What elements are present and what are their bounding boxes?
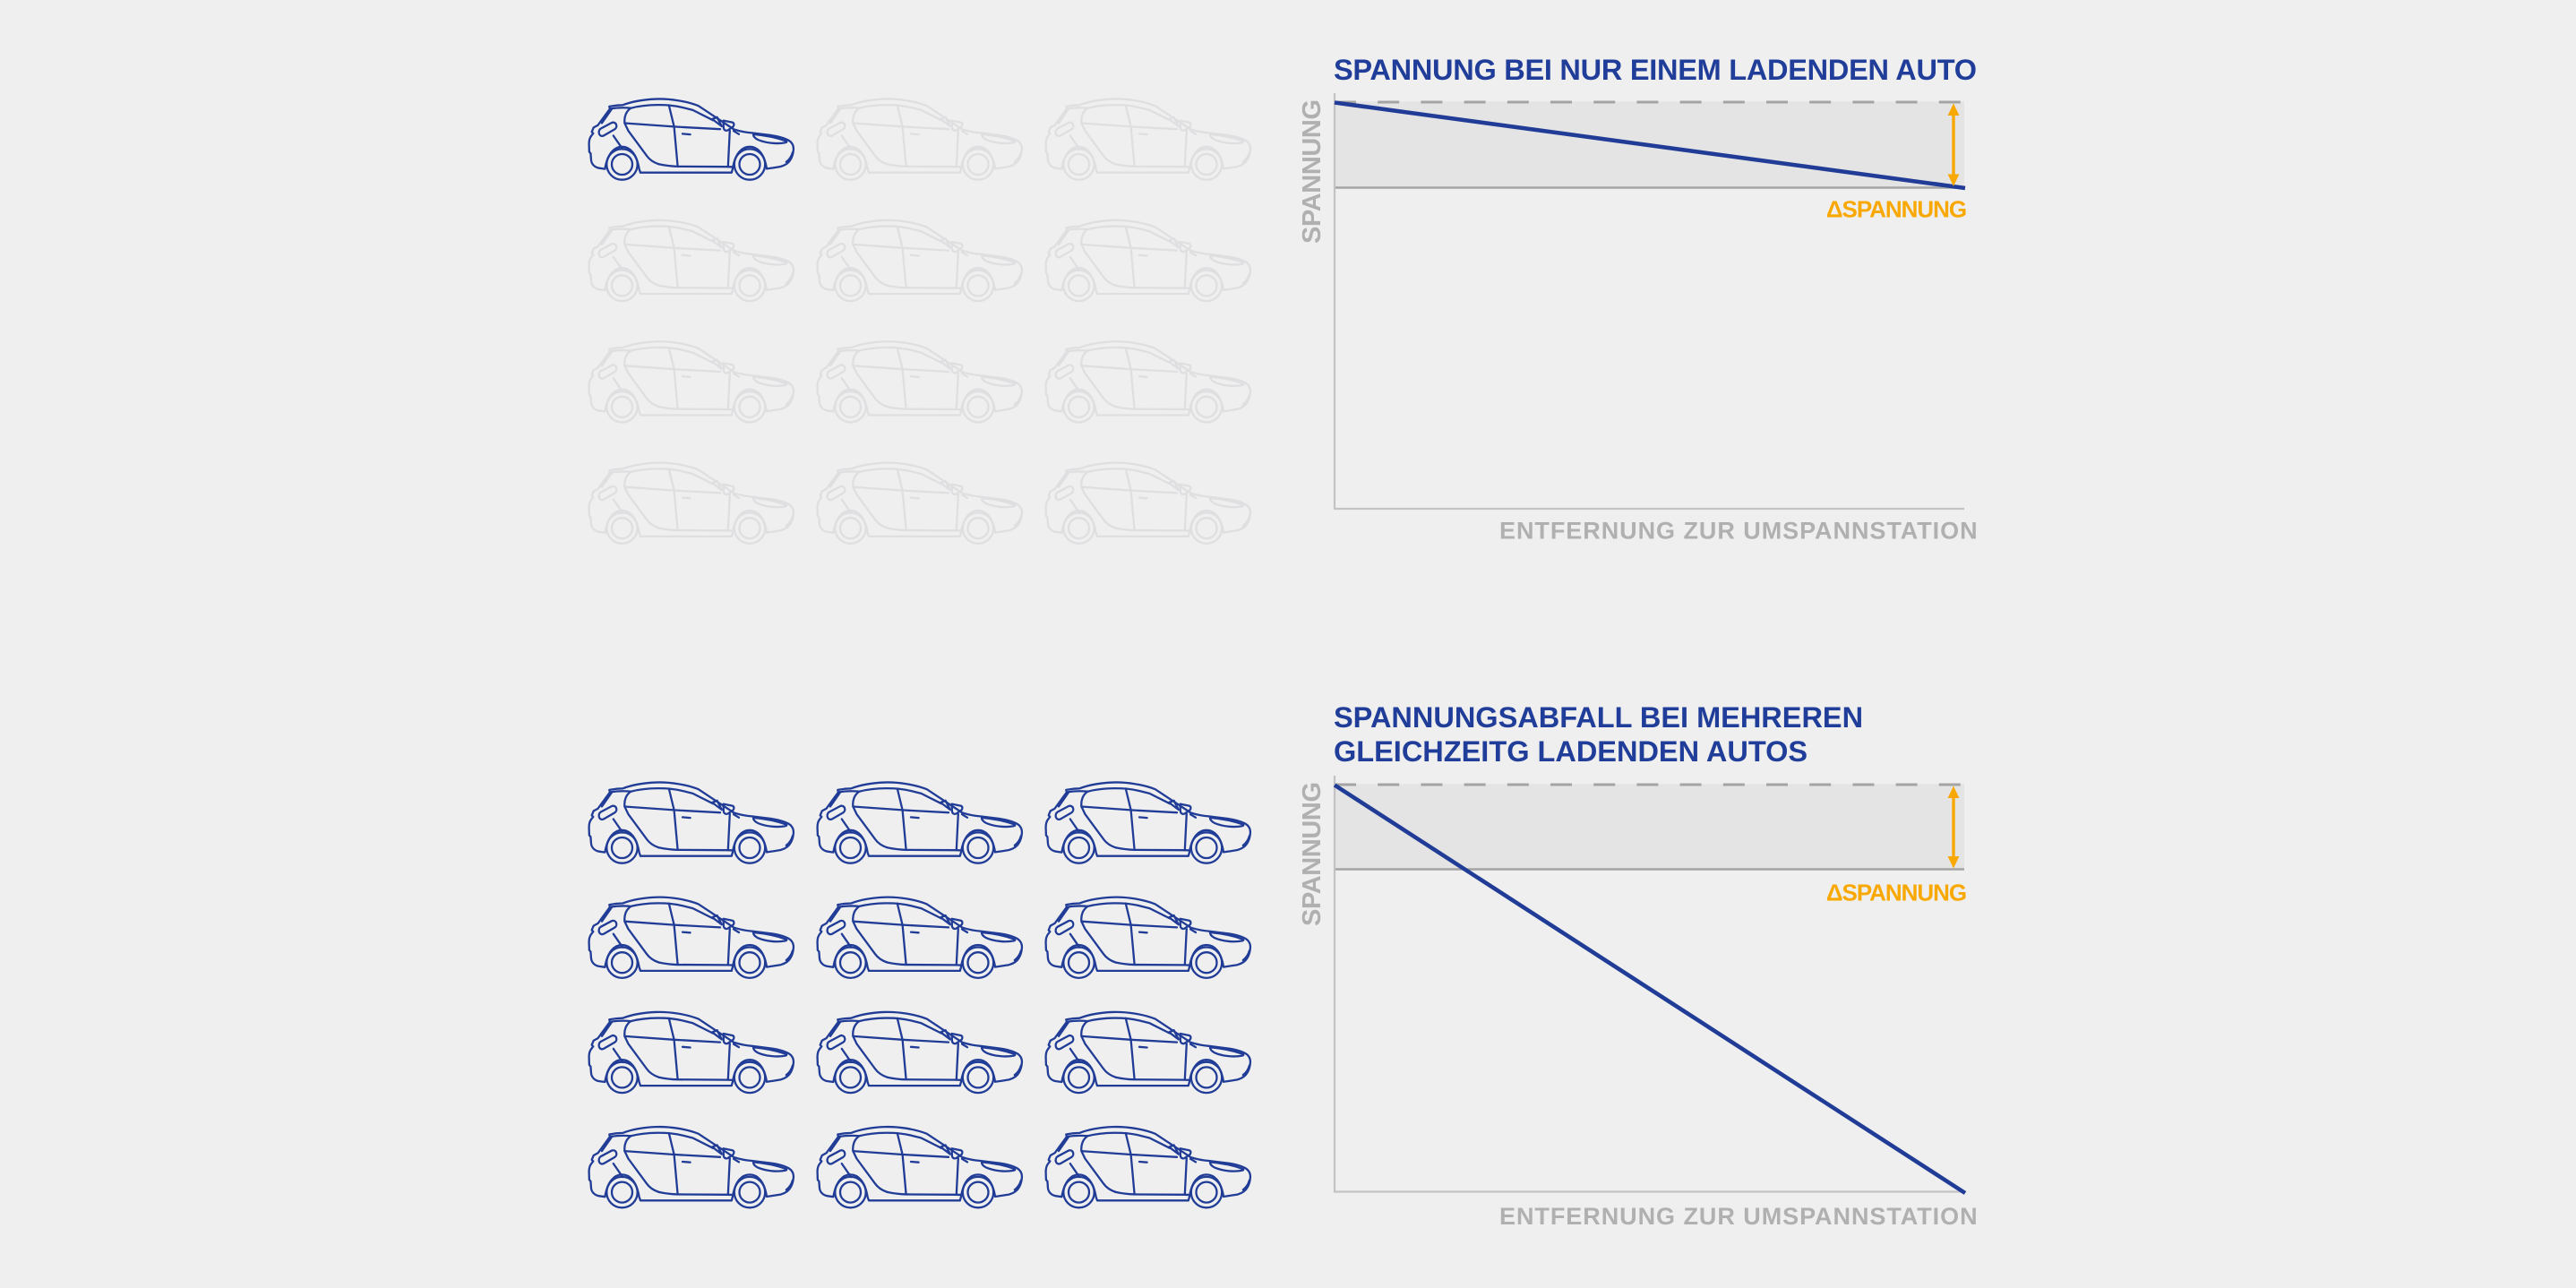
svg-text:SPANNUNG: SPANNUNG xyxy=(1298,99,1327,244)
svg-text:GLEICHZEITG LADENDEN AUTOS: GLEICHZEITG LADENDEN AUTOS xyxy=(1334,735,1807,768)
svg-text:ΔSPANNUNG: ΔSPANNUNG xyxy=(1826,880,1966,906)
svg-text:SPANNUNG BEI NUR EINEM LADENDE: SPANNUNG BEI NUR EINEM LADENDEN AUTO xyxy=(1334,54,1977,86)
svg-text:ENTFERNUNG ZUR UMSPANNSTATION: ENTFERNUNG ZUR UMSPANNSTATION xyxy=(1499,1203,1979,1230)
svg-text:ENTFERNUNG ZUR UMSPANNSTATION: ENTFERNUNG ZUR UMSPANNSTATION xyxy=(1499,518,1979,545)
svg-text:SPANNUNG: SPANNUNG xyxy=(1298,782,1327,926)
svg-text:SPANNUNGSABFALL BEI MEHREREN: SPANNUNGSABFALL BEI MEHREREN xyxy=(1334,701,1863,734)
svg-text:ΔSPANNUNG: ΔSPANNUNG xyxy=(1826,196,1966,223)
